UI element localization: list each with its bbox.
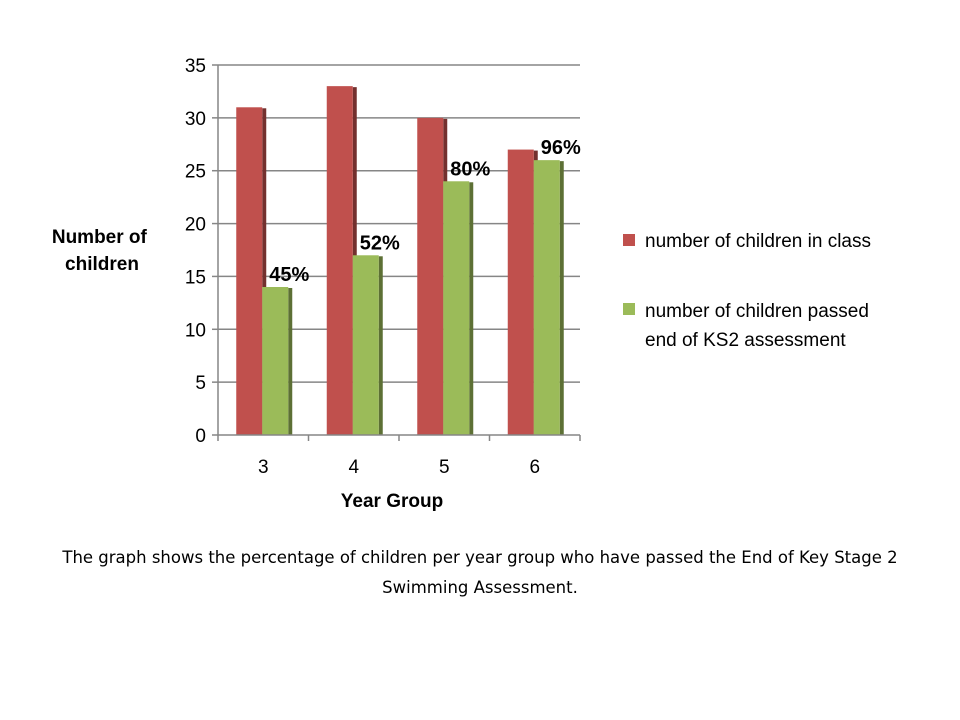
bar	[236, 107, 263, 436]
legend: number of children in class number of ch…	[623, 231, 874, 351]
bar	[443, 181, 470, 435]
x-tick-label: 3	[258, 457, 269, 478]
x-tick-label: 6	[529, 457, 540, 478]
y-axis-title-line-2: children	[65, 254, 139, 275]
x-tick-label: 5	[439, 457, 450, 478]
legend-swatch-class	[623, 234, 635, 246]
x-tick-label: 4	[348, 457, 359, 478]
bar-depth	[559, 161, 564, 435]
x-tick-labels: 3 4 5 6	[258, 457, 540, 478]
axes	[217, 65, 580, 436]
x-axis-title: Year Group	[341, 491, 443, 512]
bar-depth	[288, 288, 293, 435]
bar	[417, 117, 444, 435]
legend-label-class: number of children in class	[645, 231, 871, 252]
legend-label-class-line-1: number of children in class	[645, 231, 871, 252]
bar-depth	[378, 256, 383, 435]
y-tick-label: 35	[185, 56, 206, 77]
legend-label-passed-line-1: number of children passed	[645, 301, 869, 322]
y-tick-label: 30	[185, 109, 206, 130]
legend-swatch-passed	[623, 303, 635, 315]
bar	[533, 160, 560, 435]
bar	[507, 149, 534, 436]
y-tick-label: 0	[195, 426, 206, 447]
bar	[352, 255, 379, 435]
y-tick-label: 20	[185, 215, 206, 236]
data-label: 45%	[269, 264, 309, 286]
y-tick-label: 15	[185, 267, 206, 288]
chart-caption: The graph shows the percentage of childr…	[62, 548, 898, 597]
y-tick-label: 25	[185, 162, 206, 183]
data-label: 96%	[541, 137, 581, 159]
bar	[326, 86, 353, 436]
data-labels: 45% 52% 80% 96%	[269, 137, 581, 286]
bar-chart: 0 5 10 15 20 25 30 35 3 4 5 6 45% 52% 80% 96% Number …	[52, 56, 874, 512]
bar-depth	[262, 108, 267, 436]
data-label: 52%	[360, 232, 400, 254]
y-axis-title: Number of children	[52, 227, 152, 275]
y-tick-labels: 0 5 10 15 20 25 30 35	[185, 56, 206, 447]
bars	[236, 86, 564, 436]
y-tick-label: 10	[185, 320, 206, 341]
data-label: 80%	[450, 158, 490, 180]
bar	[262, 287, 289, 435]
legend-label-passed: number of children passed end of KS2 ass…	[645, 301, 874, 351]
bar-depth	[469, 182, 474, 435]
legend-label-passed-line-2: end of KS2 assessment	[645, 330, 846, 351]
y-axis-title-line-1: Number of	[52, 227, 148, 248]
y-tick-label: 5	[195, 373, 206, 394]
